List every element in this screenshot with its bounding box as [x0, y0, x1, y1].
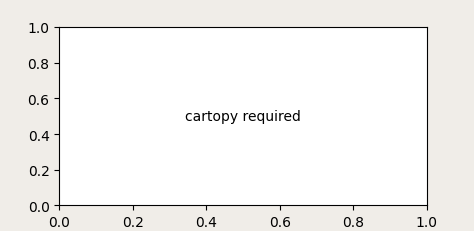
Text: cartopy required: cartopy required [185, 110, 301, 124]
